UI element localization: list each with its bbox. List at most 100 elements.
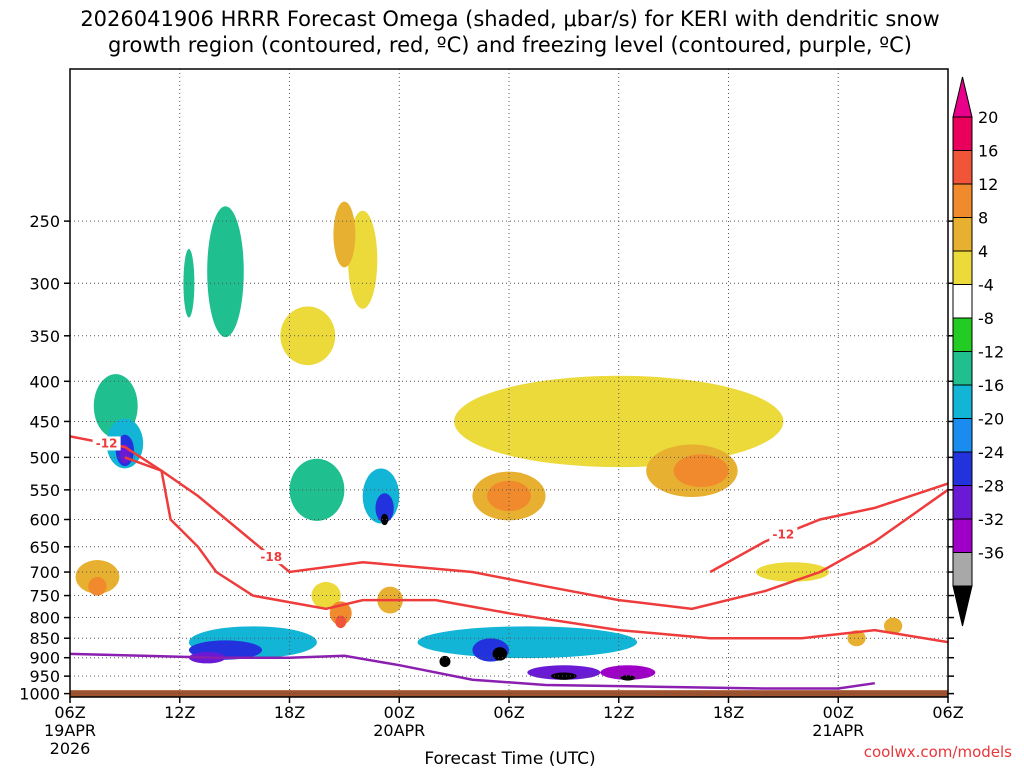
omega-region: [492, 647, 508, 661]
colorbar: 20 16 12 8 4 -4 -8 -12 -16 -20 -24 -28 -32 -36: [952, 76, 1004, 627]
colorbar-label: 12: [978, 175, 998, 194]
y-tick-label: 550: [29, 481, 60, 500]
omega-region: [88, 577, 107, 596]
y-tick-label: 700: [29, 563, 60, 582]
y-tick-label: 500: [29, 448, 60, 467]
y-tick-label: 600: [29, 511, 60, 530]
omega-region: [280, 306, 336, 366]
x-tick-date: 21APR: [812, 721, 864, 740]
y-tick-label: 950: [29, 667, 60, 686]
omega-region: [487, 480, 531, 512]
colorbar-label: -16: [978, 376, 1004, 395]
colorbar-swatch: [952, 183, 973, 218]
x-tick-label: 06Z: [932, 703, 963, 722]
dgz-contour-label: -12: [96, 436, 118, 450]
y-tick-label: 900: [29, 649, 60, 668]
colorbar-label: -20: [978, 410, 1004, 429]
x-tick-label: 12Z: [603, 703, 634, 722]
colorbar-label: 8: [978, 209, 988, 228]
omega-region: [380, 513, 389, 526]
y-tick-label: 300: [29, 274, 60, 293]
x-tick-date: 20APR: [373, 721, 425, 740]
x-tick-label: 18Z: [713, 703, 744, 722]
colorbar-swatch: [952, 116, 973, 151]
x-tick-year: 2026: [50, 739, 91, 758]
colorbar-bottom-arrow: [952, 585, 973, 627]
colorbar-swatch: [952, 518, 973, 553]
dgz-contour: [124, 456, 948, 611]
chart-title-line2: growth region (contoured, red, ºC) and f…: [108, 33, 912, 57]
plot-area: [70, 69, 948, 697]
x-tick-label: 18Z: [274, 703, 305, 722]
omega-region: [348, 210, 378, 309]
colorbar-swatch: [952, 384, 973, 419]
contour-label-box: [257, 550, 286, 565]
colorbar-label: -32: [978, 510, 1004, 529]
omega-region: [755, 562, 830, 582]
omega-region: [183, 249, 195, 318]
omega-region: [673, 454, 729, 488]
credit-link[interactable]: coolwx.com/models: [864, 743, 1012, 761]
x-tick-date: 19APR: [44, 721, 96, 740]
y-tick-label: 750: [29, 587, 60, 606]
freezing-level-contour: [70, 652, 875, 690]
x-tick-label: 00Z: [823, 703, 854, 722]
colorbar-swatch: [952, 485, 973, 520]
x-tick-label: 06Z: [493, 703, 524, 722]
y-tick-label: 250: [29, 212, 60, 231]
colorbar-label: -24: [978, 443, 1004, 462]
colorbar-label: 16: [978, 142, 998, 161]
omega-region: [847, 630, 866, 647]
omega-region: [375, 493, 394, 523]
colorbar-swatch: [952, 250, 973, 285]
omega-region: [335, 615, 347, 629]
omega-region: [620, 675, 636, 681]
y-tick-label: 400: [29, 372, 60, 391]
plot-background: [70, 69, 948, 697]
colorbar-swatch: [952, 351, 973, 386]
contour-label-box: [769, 527, 798, 542]
colorbar-swatch: [952, 284, 973, 319]
omega-region: [75, 560, 120, 594]
omega-region: [551, 672, 577, 680]
colorbar-label: -12: [978, 343, 1004, 362]
y-tick-label: 650: [29, 538, 60, 557]
colorbar-swatch: [952, 552, 973, 587]
colorbar-swatch: [952, 217, 973, 252]
omega-region: [417, 626, 638, 659]
omega-region: [439, 655, 451, 668]
colorbar-swatch: [952, 451, 973, 486]
x-tick-label: 00Z: [384, 703, 415, 722]
colorbar-swatch: [952, 150, 973, 185]
colorbar-label: 20: [978, 108, 998, 127]
y-tick-label: 350: [29, 327, 60, 346]
colorbar-label: -36: [978, 544, 1004, 563]
x-tick-label: 06Z: [54, 703, 85, 722]
colorbar-swatch: [952, 418, 973, 453]
omega-region: [883, 617, 903, 635]
colorbar-label: 4: [978, 242, 988, 261]
dgz-contour: [709, 482, 948, 574]
x-axis-label: Forecast Time (UTC): [424, 749, 595, 768]
contours: -12 -18 -12: [70, 435, 948, 690]
y-tick-label: 450: [29, 412, 60, 431]
y-tick-label: 850: [29, 629, 60, 648]
chart-title-line1: 2026041906 HRRR Forecast Omega (shaded, …: [80, 7, 939, 31]
y-tick-label: 1000: [19, 685, 60, 704]
x-tick-label: 12Z: [164, 703, 195, 722]
omega-region: [207, 206, 244, 338]
omega-region: [333, 201, 356, 268]
dgz-contour: [70, 435, 948, 644]
colorbar-label: -8: [978, 309, 994, 328]
dgz-contour-label: -12: [773, 527, 795, 541]
y-tick-label: 800: [29, 609, 60, 628]
colorbar-top-arrow: [952, 76, 973, 118]
axes: 2503003504004505005506006507007508008509…: [19, 68, 964, 758]
contour-label-box: [92, 436, 121, 451]
dgz-contour-label: -18: [260, 550, 282, 564]
colorbar-label: -28: [978, 477, 1004, 496]
colorbar-swatch: [952, 317, 973, 352]
colorbar-label: -4: [978, 276, 994, 295]
omega-region: [289, 458, 345, 521]
